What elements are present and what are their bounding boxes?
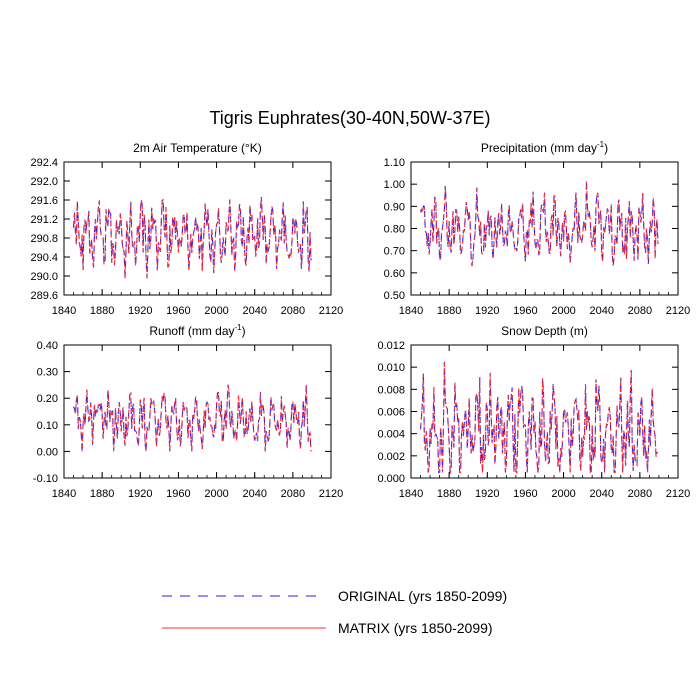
x-tick-label-air-temperature: 1920 [128,305,152,317]
x-tick-label-air-temperature: 2120 [319,305,343,317]
y-tick-label-snow-depth: 0.004 [377,429,405,441]
panels: 2m Air Temperature (°K) 1840 1880 1920 1960 2… [30,140,690,500]
x-tick-label-precipitation: 2120 [666,305,690,317]
y-tick-label-snow-depth: 0.010 [377,362,405,374]
panel-title-air-temperature: 2m Air Temperature (°K) [133,141,262,155]
series-matrix-runoff [72,384,312,452]
x-tick-label-snow-depth: 1880 [437,488,461,500]
figure-title: Tigris Euphrates(30-40N,50W-37E) [209,108,490,128]
panel-title-runoff: Runoff (mm day-1) [149,323,245,338]
x-tick-label-runoff: 2080 [281,488,305,500]
y-tick-label-precipitation: 1.00 [384,179,405,191]
x-tick-label-precipitation: 1920 [475,305,499,317]
x-tick-label-precipitation: 1960 [513,305,537,317]
series-matrix-snow-depth [419,361,659,475]
y-tick-label-runoff: 0.30 [37,367,58,379]
y-tick-label-runoff: 0.00 [37,446,58,458]
y-tick-label-air-temperature: 290.8 [30,233,58,245]
y-tick-label-precipitation: 0.50 [384,290,405,302]
y-tick-label-snow-depth: 0.008 [377,384,405,396]
panel-title-precipitation: Precipitation (mm day-1) [481,140,608,155]
x-tick-label-precipitation: 2040 [589,305,613,317]
x-tick-label-air-temperature: 2000 [204,305,228,317]
panel-air-temperature: 2m Air Temperature (°K) 1840 1880 1920 1960 2… [30,141,343,317]
x-tick-label-snow-depth: 2080 [628,488,652,500]
panel-precipitation: Precipitation (mm day-1) 1840 1880 1920 1960… [384,140,691,317]
x-tick-label-runoff: 2040 [242,488,266,500]
y-tick-label-air-temperature: 291.6 [30,195,58,207]
x-tick-label-precipitation: 1880 [437,305,461,317]
x-tick-label-runoff: 1840 [52,488,76,500]
y-tick-label-air-temperature: 289.6 [30,290,58,302]
plot-frame-snow-depth [410,344,679,479]
panel-runoff: Runoff (mm day-1) 1840 1880 1920 1960 2000 204… [33,323,343,500]
x-tick-label-snow-depth: 1840 [399,488,423,500]
x-tick-label-runoff: 1960 [166,488,190,500]
x-tick-label-snow-depth: 2000 [551,488,575,500]
x-tick-label-snow-depth: 1920 [475,488,499,500]
series-matrix-precipitation [419,181,659,267]
y-tick-label-snow-depth: 0.000 [377,473,405,485]
y-tick-label-air-temperature: 290.0 [30,271,58,283]
x-tick-label-snow-depth: 2120 [666,488,690,500]
y-tick-label-air-temperature: 290.4 [30,252,58,264]
x-tick-label-air-temperature: 2080 [281,305,305,317]
x-tick-label-precipitation: 1840 [399,305,423,317]
y-tick-label-runoff: 0.10 [37,420,58,432]
y-tick-label-air-temperature: 292.0 [30,176,58,188]
x-tick-label-air-temperature: 1960 [166,305,190,317]
y-tick-label-precipitation: 0.60 [384,268,405,280]
x-tick-label-runoff: 1880 [90,488,114,500]
x-tick-label-runoff: 1920 [128,488,152,500]
y-tick-label-precipitation: 0.90 [384,201,405,213]
panel-title-snow-depth: Snow Depth (m) [501,324,588,338]
legend-matrix-label: MATRIX (yrs 1850-2099) [338,620,493,636]
x-tick-label-snow-depth: 1960 [513,488,537,500]
x-tick-label-precipitation: 2000 [551,305,575,317]
plot-frame-precipitation [410,161,679,296]
x-tick-label-runoff: 2000 [204,488,228,500]
x-tick-label-runoff: 2120 [319,488,343,500]
series-matrix-air-temperature [72,196,312,279]
y-tick-label-precipitation: 0.70 [384,246,405,258]
y-tick-label-snow-depth: 0.002 [377,451,405,463]
y-tick-label-precipitation: 1.10 [384,157,405,169]
x-tick-label-snow-depth: 2040 [589,488,613,500]
y-tick-label-precipitation: 0.80 [384,224,405,236]
legend: ORIGINAL (yrs 1850-2099) MATRIX (yrs 185… [162,588,507,636]
series-original-precipitation [419,181,659,267]
x-tick-label-air-temperature: 1880 [90,305,114,317]
y-tick-label-snow-depth: 0.006 [377,407,405,419]
panel-snow-depth: Snow Depth (m) 1840 1880 1920 1960 2000 2040 20… [377,324,690,500]
legend-original-label: ORIGINAL (yrs 1850-2099) [338,588,507,604]
x-tick-label-air-temperature: 2040 [242,305,266,317]
y-tick-label-runoff: -0.10 [33,473,58,485]
x-tick-label-air-temperature: 1840 [52,305,76,317]
y-tick-label-air-temperature: 292.4 [30,157,58,169]
y-tick-label-runoff: 0.40 [37,340,58,352]
y-tick-label-snow-depth: 0.012 [377,340,405,352]
y-tick-label-runoff: 0.20 [37,393,58,405]
y-tick-label-air-temperature: 291.2 [30,214,58,226]
x-tick-label-precipitation: 2080 [628,305,652,317]
